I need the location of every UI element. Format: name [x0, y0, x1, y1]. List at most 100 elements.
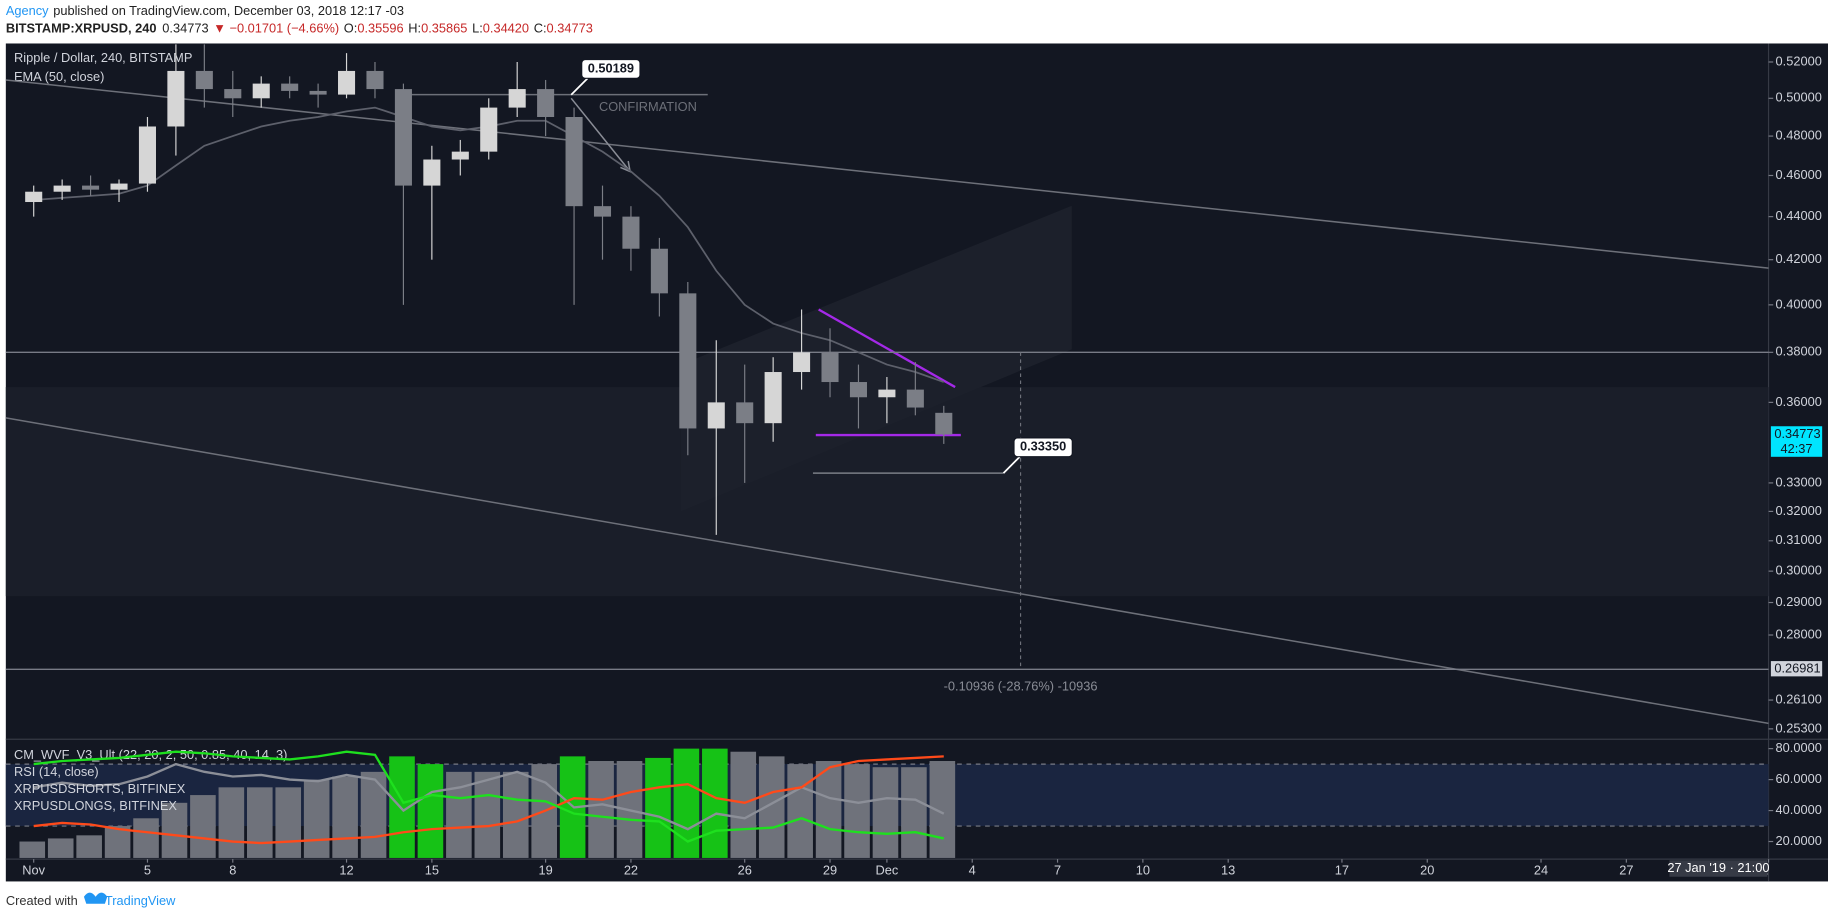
- y-tick-label: 0.38000: [1776, 344, 1822, 359]
- drawing-label: CONFIRMATION: [599, 99, 697, 114]
- published: published on TradingView.com, December 0…: [53, 3, 404, 18]
- x-tick-label: 10: [1136, 862, 1150, 877]
- last-price-label: 0.34773: [1774, 426, 1820, 441]
- level-badge: [1770, 661, 1823, 677]
- wvf-bar: [844, 764, 870, 858]
- candle-body: [224, 89, 242, 99]
- ohlc-label: H:: [408, 21, 421, 36]
- x-tick-label: 8: [229, 862, 236, 877]
- header-line-2: BITSTAMP:XRPUSD, 240 0.34773 ▼ −0.01701 (−…: [6, 21, 593, 36]
- y-tick-label: 0.33000: [1776, 474, 1822, 489]
- y-tick-label: 0.26100: [1776, 691, 1822, 706]
- candle-body: [650, 248, 668, 294]
- wvf-bar: [190, 795, 216, 858]
- wvf-bar: [815, 761, 842, 858]
- ohlc-value: 0.34773: [547, 21, 593, 36]
- y-tick-label: 0.29000: [1776, 594, 1822, 609]
- y-tick-label: 40.0000: [1776, 802, 1822, 817]
- trendline: [5, 417, 1769, 725]
- y-tick-label: 0.46000: [1776, 167, 1822, 182]
- wvf-bar: [19, 841, 46, 858]
- wvf-bar: [702, 748, 728, 858]
- wvf-bar: [872, 767, 899, 858]
- brand-icon: [83, 892, 108, 904]
- candle-body: [878, 389, 896, 398]
- measure-label: -0.10936 (-28.76%) -10936: [944, 678, 1098, 693]
- ohlc-value: 0.35865: [421, 21, 467, 36]
- candle-body: [281, 83, 299, 91]
- wvf-bar: [247, 787, 273, 858]
- wvf-bar: [389, 756, 415, 858]
- y-tick-label: 0.50000: [1776, 90, 1822, 105]
- ohlc-value: 0.34420: [483, 21, 529, 36]
- trendline: [5, 79, 1769, 269]
- wvf-bar: [360, 771, 387, 858]
- candle-body: [906, 389, 924, 408]
- candle-body: [252, 83, 270, 99]
- y-tick-label: 0.52000: [1776, 53, 1822, 68]
- candle-body: [707, 402, 725, 429]
- wvf-bar: [645, 757, 671, 858]
- y-tick-label: 0.30000: [1776, 563, 1822, 578]
- wvf-bar: [76, 835, 102, 858]
- callout-box: [581, 58, 641, 79]
- candle-body: [622, 216, 640, 249]
- y-tick-label: 0.28000: [1776, 626, 1822, 641]
- callout-label: 0.33350: [1020, 439, 1066, 454]
- last-price-badge: [1770, 426, 1823, 457]
- wvf-bar: [47, 838, 74, 858]
- y-tick-label: 20.0000: [1776, 833, 1822, 848]
- cursor-label: 27 Jan '19 · 21:00: [1667, 860, 1769, 875]
- y-tick-label: 0.40000: [1776, 296, 1822, 311]
- x-tick-label: 15: [425, 862, 439, 877]
- wvf-bar: [474, 771, 501, 858]
- x-tick-label: 19: [538, 862, 552, 877]
- wvf-bar: [303, 779, 330, 858]
- candle-body: [793, 352, 811, 373]
- legend-entry: XRPUSDLONGS, BITFINEX: [14, 798, 177, 813]
- candle-body: [849, 382, 867, 398]
- channel-shade: [680, 205, 1072, 512]
- candle-body: [508, 89, 526, 108]
- legend-entry: RSI (14, close): [14, 764, 99, 779]
- y-tick-label: 0.25300: [1776, 720, 1822, 735]
- x-tick-label: 26: [738, 862, 752, 877]
- candle-body: [480, 107, 498, 152]
- x-tick-label: Nov: [22, 862, 45, 877]
- candle-body: [764, 372, 782, 424]
- author[interactable]: Agency: [6, 3, 49, 18]
- header-line-1: Agency published on TradingView.com, Dece…: [6, 3, 404, 18]
- candle-body: [309, 90, 327, 95]
- candle-body: [821, 352, 839, 383]
- candle-body: [565, 116, 583, 207]
- legend-entry: EMA (50, close): [14, 69, 104, 84]
- wvf-bar: [218, 787, 245, 858]
- candle-body: [25, 191, 43, 203]
- candle-body: [451, 151, 469, 160]
- x-tick-label: 5: [144, 862, 151, 877]
- callout-box: [1013, 437, 1073, 458]
- x-tick-label: 12: [339, 862, 353, 877]
- wvf-bar: [332, 776, 358, 858]
- wvf-bar: [161, 802, 188, 858]
- wvf-bar: [104, 826, 131, 858]
- candle-body: [679, 293, 697, 429]
- arrow: [570, 97, 631, 172]
- candle-body: [138, 126, 156, 184]
- y-tick-label: 0.32000: [1776, 503, 1822, 518]
- ohlc-label: O:: [344, 21, 358, 36]
- x-tick-label: 22: [624, 862, 638, 877]
- wvf-bar: [275, 787, 302, 858]
- callout-pointer: [1002, 456, 1021, 474]
- callout-label: 0.50189: [588, 60, 634, 75]
- x-tick-label: Dec: [876, 862, 899, 877]
- x-tick-label: 13: [1221, 862, 1235, 877]
- x-tick-label: 7: [1054, 862, 1061, 877]
- candle-body: [423, 159, 441, 186]
- y-tick-label: 0.36000: [1776, 394, 1822, 409]
- y-tick-label: 60.0000: [1776, 771, 1822, 786]
- level-badge-label: 0.26981: [1774, 661, 1820, 676]
- footer-brand[interactable]: TradingView: [105, 893, 176, 908]
- candle-body: [53, 185, 71, 192]
